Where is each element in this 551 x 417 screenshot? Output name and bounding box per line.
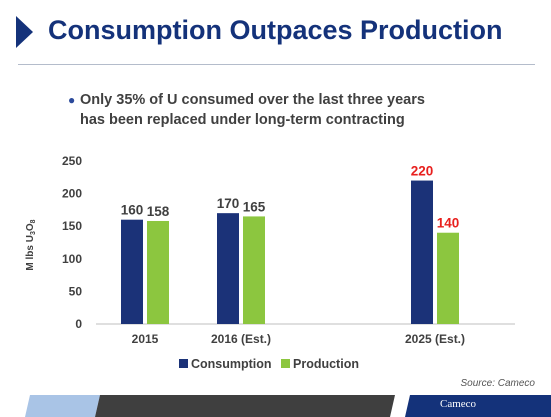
page-title: Consumption Outpaces Production [48, 15, 503, 45]
bar-consumption-2 [411, 180, 433, 324]
data-label-consumption: 160 [121, 203, 144, 218]
legend-label-consumption: Consumption [191, 357, 272, 371]
y-axis: 0 50 100 150 200 250 [62, 154, 82, 331]
x-tick-label: 2016 (Est.) [211, 332, 271, 346]
bar-consumption-0 [121, 219, 143, 324]
play-arrow-icon [16, 16, 33, 48]
footer-band [25, 395, 551, 417]
x-tick-label: 2025 (Est.) [405, 332, 465, 346]
y-tick-label: 150 [62, 219, 82, 233]
footer-band-dark [95, 395, 395, 417]
y-tick-label: 200 [62, 187, 82, 201]
title-bar: Consumption Outpaces Production [0, 0, 551, 70]
footer-band-navy [405, 395, 551, 417]
bullet-dot-icon: ● [68, 93, 76, 107]
footer-band-light [25, 395, 100, 417]
cameco-logo: Cameco [440, 398, 477, 410]
title-divider [18, 64, 535, 65]
y-tick-label: 0 [75, 317, 82, 331]
data-label-production: 140 [437, 216, 460, 231]
x-tick-label: 2015 [132, 332, 159, 346]
data-label-consumption: 170 [217, 196, 240, 211]
bullet-point: ● Only 35% of U consumed over the last t… [68, 90, 510, 130]
bar-production-1 [243, 216, 265, 324]
bar-production-2 [437, 232, 459, 324]
y-tick-label: 100 [62, 252, 82, 266]
legend-swatch-consumption [179, 359, 188, 368]
y-tick-label: 50 [69, 284, 83, 298]
data-label-consumption: 220 [411, 164, 434, 179]
bar-consumption-1 [217, 213, 239, 324]
bars: 160 170 220 158 165 140 [121, 164, 460, 324]
data-label-production: 165 [243, 199, 266, 214]
x-axis: 2015 2016 (Est.) 2025 (Est.) [132, 332, 465, 346]
bullet-text: Only 35% of U consumed over the last thr… [80, 90, 510, 130]
y-axis-label: M lbs U3O8 [25, 219, 37, 270]
source-note: Source: Cameco [460, 378, 535, 389]
legend: Consumption Production [179, 357, 359, 371]
legend-label-production: Production [293, 357, 359, 371]
data-label-production: 158 [147, 204, 170, 219]
bullet-line-2: has been replaced under long-term contra… [80, 112, 405, 128]
legend-swatch-production [281, 359, 290, 368]
bullet-line-1: Only 35% of U consumed over the last thr… [80, 92, 425, 108]
y-tick-label: 250 [62, 154, 82, 168]
bar-production-0 [147, 220, 169, 324]
